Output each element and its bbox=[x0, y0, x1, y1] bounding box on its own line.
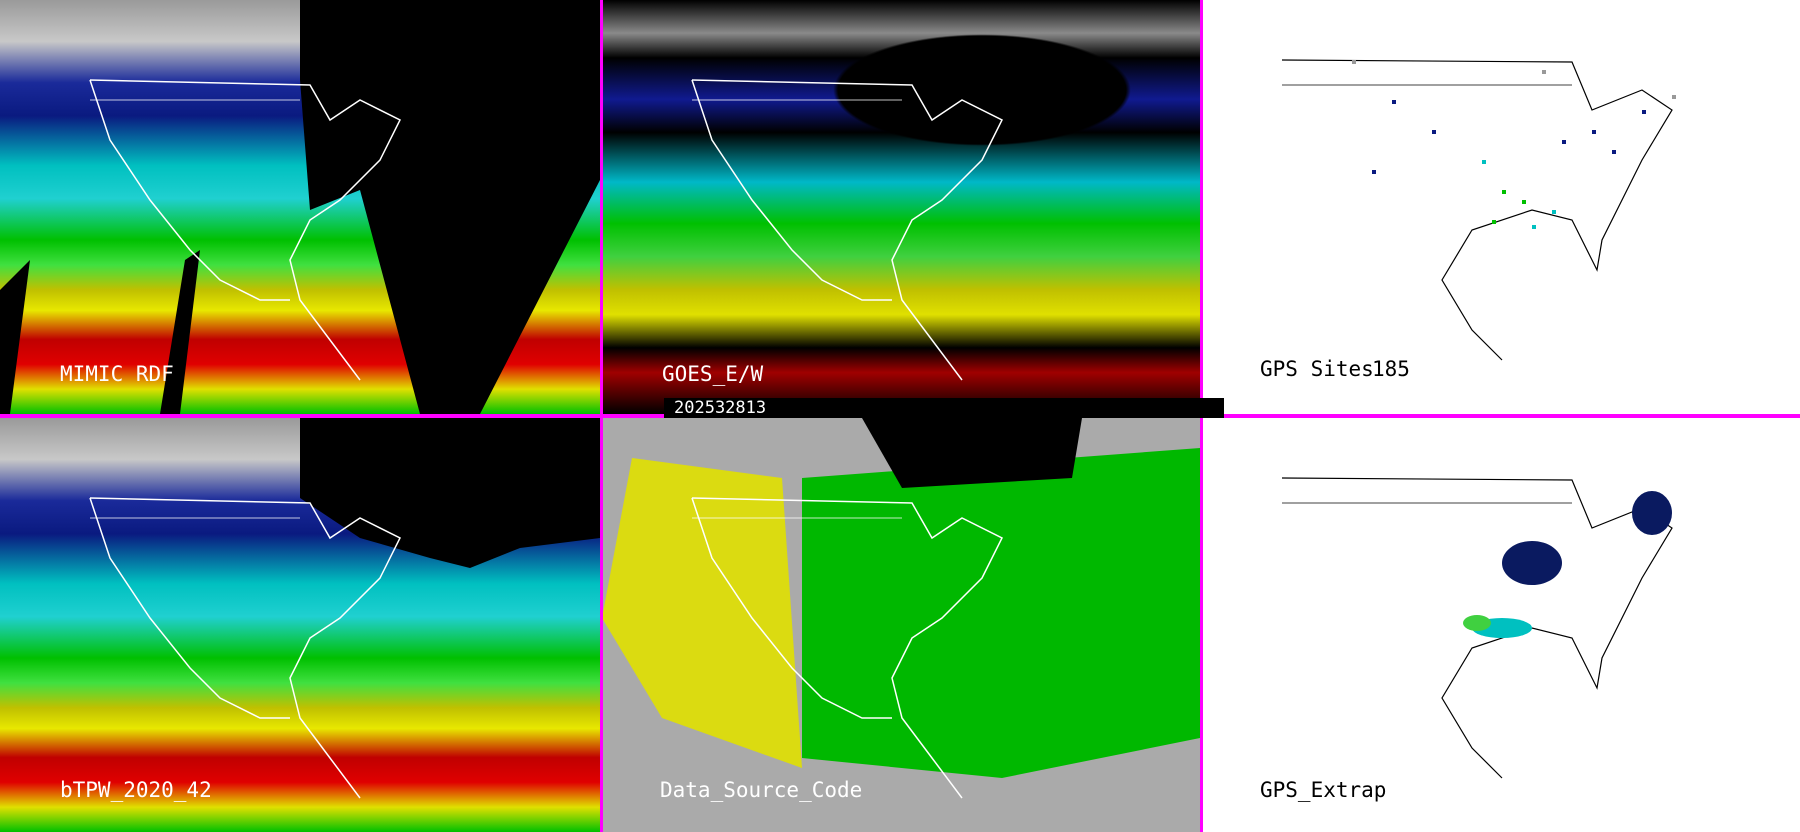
panel-label: GPS Sites bbox=[1260, 357, 1374, 381]
panel-gps-sites: GPS Sites 185 bbox=[1202, 0, 1800, 414]
panel-mimic-rdf: MIMIC RDF bbox=[0, 0, 600, 414]
map-outline bbox=[1281, 477, 1673, 779]
panel-btpw: bTPW_2020_42 bbox=[0, 418, 600, 832]
map-outline bbox=[89, 79, 402, 381]
panel-label: Data_Source_Code bbox=[660, 778, 863, 802]
extrap-blob bbox=[1463, 615, 1491, 631]
map-outline bbox=[691, 497, 1004, 799]
no-data-region bbox=[862, 418, 1082, 488]
panel-gps-extrap: GPS_Extrap bbox=[1202, 418, 1800, 832]
panel-label: GOES_E/W bbox=[662, 362, 764, 386]
gps-site-count: 185 bbox=[1372, 357, 1410, 381]
map-outline bbox=[89, 497, 402, 799]
map-outline bbox=[1281, 59, 1676, 361]
panel-data-source-code: Data_Source_Code bbox=[602, 418, 1200, 832]
panel-goes-ew: GOES_E/W bbox=[602, 0, 1200, 414]
extrap-blob bbox=[1632, 491, 1672, 535]
panel-label: GPS_Extrap bbox=[1260, 778, 1387, 802]
panel-label: MIMIC RDF bbox=[60, 362, 174, 386]
tpw-field bbox=[602, 0, 1200, 414]
gps-site-markers bbox=[1352, 60, 1676, 229]
timestamp-bar: 202532813 bbox=[664, 398, 1224, 418]
map-outline bbox=[691, 79, 1004, 381]
source-green bbox=[802, 448, 1200, 778]
extrap-blob bbox=[1502, 541, 1562, 585]
panel-label: bTPW_2020_42 bbox=[60, 778, 212, 802]
